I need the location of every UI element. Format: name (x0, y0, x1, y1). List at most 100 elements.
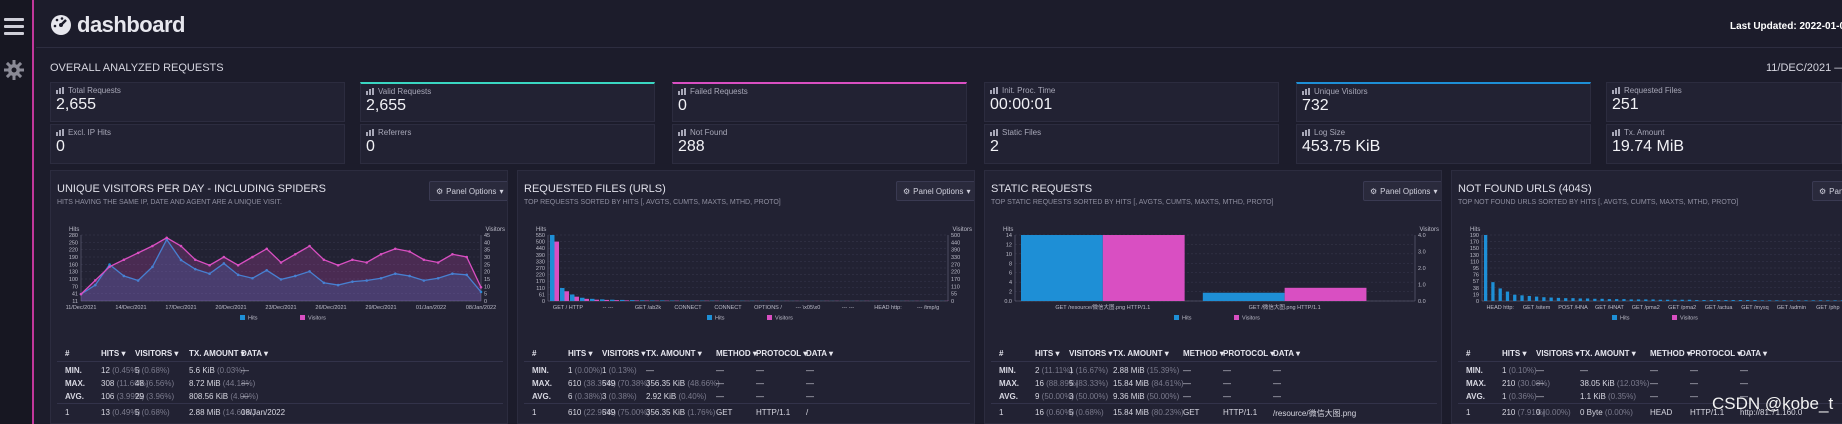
cell-value: — (1183, 379, 1191, 388)
cell-percent: (3.99%) (114, 392, 145, 401)
panel-options-button[interactable]: ⚙Panel Options▾ (896, 181, 974, 201)
metric-label: Excl. IP Hits (56, 128, 339, 137)
bar-hits (1520, 295, 1524, 301)
y-tick-label: 220 (536, 273, 545, 279)
panel-3: STATIC REQUESTS TOP STATIC REQUESTS SORTE… (984, 170, 1442, 424)
y-tick-label: 170 (1470, 240, 1479, 246)
bar-hits (1680, 299, 1684, 301)
x-tick-label: GET /pma2 (1632, 305, 1660, 311)
y-tick-label: 11 (72, 299, 78, 305)
column-header[interactable]: PROTOCOL ▾ (756, 349, 808, 358)
column-header[interactable]: DATA ▾ (1740, 349, 1767, 358)
column-header[interactable]: VISITORS ▾ (135, 349, 179, 358)
column-header[interactable]: DATA ▾ (806, 349, 833, 358)
y-tick-label: 19 (1473, 292, 1479, 298)
table-cell: MIN. (532, 366, 549, 375)
cell-value: MAX. (999, 379, 1019, 388)
panel-options-button[interactable]: ⚙Panel Options▾ (429, 181, 507, 201)
panel-title: STATIC REQUESTS (991, 183, 1093, 195)
bar-hits (1564, 298, 1568, 301)
table-cell: — (756, 392, 764, 401)
gear-icon[interactable] (2, 58, 26, 82)
point-hits (465, 273, 469, 277)
x-tick-label: POST /HNA (1558, 305, 1588, 311)
point-visitors (365, 261, 369, 264)
column-header[interactable]: DATA ▾ (241, 349, 268, 358)
column-header[interactable]: TX. AMOUNT ▾ (189, 349, 245, 358)
cell-value: — (1223, 379, 1231, 388)
y2-tick-label: 10 (484, 284, 490, 290)
gear-icon: ⚙ (1819, 186, 1827, 196)
column-header[interactable]: HITS ▾ (568, 349, 593, 358)
column-header[interactable]: TX. AMOUNT ▾ (1113, 349, 1169, 358)
column-header[interactable]: VISITORS ▾ (1069, 349, 1113, 358)
table-cell: 106 (3.99%) (101, 392, 145, 401)
menu-icon[interactable] (4, 18, 24, 35)
column-header[interactable]: TX. AMOUNT ▾ (646, 349, 702, 358)
bar-visitors (574, 296, 579, 301)
bar-hits (1760, 300, 1764, 301)
point-hits (379, 276, 383, 280)
cell-value: 16 (1035, 408, 1044, 417)
y2-tick-label: 440 (951, 240, 960, 246)
table-cell: HTTP/1.1 (1223, 408, 1257, 417)
cell-value: 610 (568, 408, 582, 417)
metric-init-proc-time: Init. Proc. Time 00:00:01 (984, 82, 1279, 122)
bar-hits (1578, 298, 1582, 301)
bar-chart-icon (990, 87, 998, 94)
table-cell: /resource/微信大图.png (1273, 408, 1356, 419)
column-header[interactable]: VISITORS ▾ (1536, 349, 1580, 358)
column-header[interactable]: PROTOCOL ▾ (1223, 349, 1275, 358)
column-header[interactable]: VISITORS ▾ (602, 349, 646, 358)
cell-value: — (806, 366, 814, 375)
panel-options-button[interactable]: ⚙Panel Options▾ (1812, 181, 1842, 201)
column-header[interactable]: TX. AMOUNT ▾ (1580, 349, 1636, 358)
column-header[interactable]: HITS ▾ (1502, 349, 1527, 358)
metric-tx-amount: Tx. Amount 19.74 MiB (1606, 124, 1842, 164)
column-header[interactable]: # (1466, 349, 1471, 358)
bar-hits (600, 299, 605, 301)
point-visitors (151, 244, 154, 248)
column-header[interactable]: HITS ▾ (101, 349, 126, 358)
x-tick-label: GET /admin (1777, 305, 1806, 311)
logo[interactable]: dashboard (50, 12, 185, 38)
cell-value: — (716, 379, 724, 388)
panel-options-button[interactable]: ⚙Panel Options▾ (1363, 181, 1441, 201)
bar-hits (1695, 300, 1699, 301)
table-cell: — (1690, 366, 1698, 375)
table-cell: 3 (0.38%) (602, 392, 637, 401)
bar-hits (610, 299, 615, 301)
cell-percent: (4.00%) (228, 392, 259, 401)
point-visitors (451, 252, 454, 256)
y-tick-label: 500 (536, 240, 545, 246)
column-header[interactable]: # (65, 349, 70, 358)
column-header[interactable]: PROTOCOL ▾ (1690, 349, 1742, 358)
cell-percent: (0.38%) (572, 392, 603, 401)
column-header[interactable]: DATA ▾ (1273, 349, 1300, 358)
table-cell: MAX. (1466, 379, 1486, 388)
column-header[interactable]: # (999, 349, 1004, 358)
point-visitors (251, 255, 254, 259)
cell-value: HEAD (1650, 408, 1673, 417)
y-tick-label: 100 (69, 277, 78, 283)
column-header[interactable]: HITS ▾ (1035, 349, 1060, 358)
column-header[interactable]: METHOD ▾ (716, 349, 757, 358)
column-header[interactable]: METHOD ▾ (1183, 349, 1224, 358)
bar-hits (1549, 297, 1553, 301)
y2-tick-label: 2.0 (1418, 266, 1426, 272)
metric-label-text: Referrers (378, 128, 412, 137)
column-header[interactable]: # (532, 349, 537, 358)
cell-value: 3 (1069, 392, 1074, 401)
table-cell: 5 (0.68%) (135, 408, 170, 417)
metric-referrers: Referrers 0 (360, 124, 655, 164)
column-header[interactable]: METHOD ▾ (1650, 349, 1691, 358)
y-tick-label: 130 (69, 270, 78, 276)
legend-swatch (767, 315, 772, 320)
cell-percent: (0.68%) (139, 408, 170, 417)
point-visitors (222, 255, 226, 259)
bar-chart-icon (56, 129, 64, 136)
y2-tick-label: 220 (951, 270, 960, 276)
point-visitors (379, 252, 383, 256)
cell-percent: (16.67%) (1073, 366, 1109, 375)
metric-label-text: Log Size (1314, 128, 1346, 137)
